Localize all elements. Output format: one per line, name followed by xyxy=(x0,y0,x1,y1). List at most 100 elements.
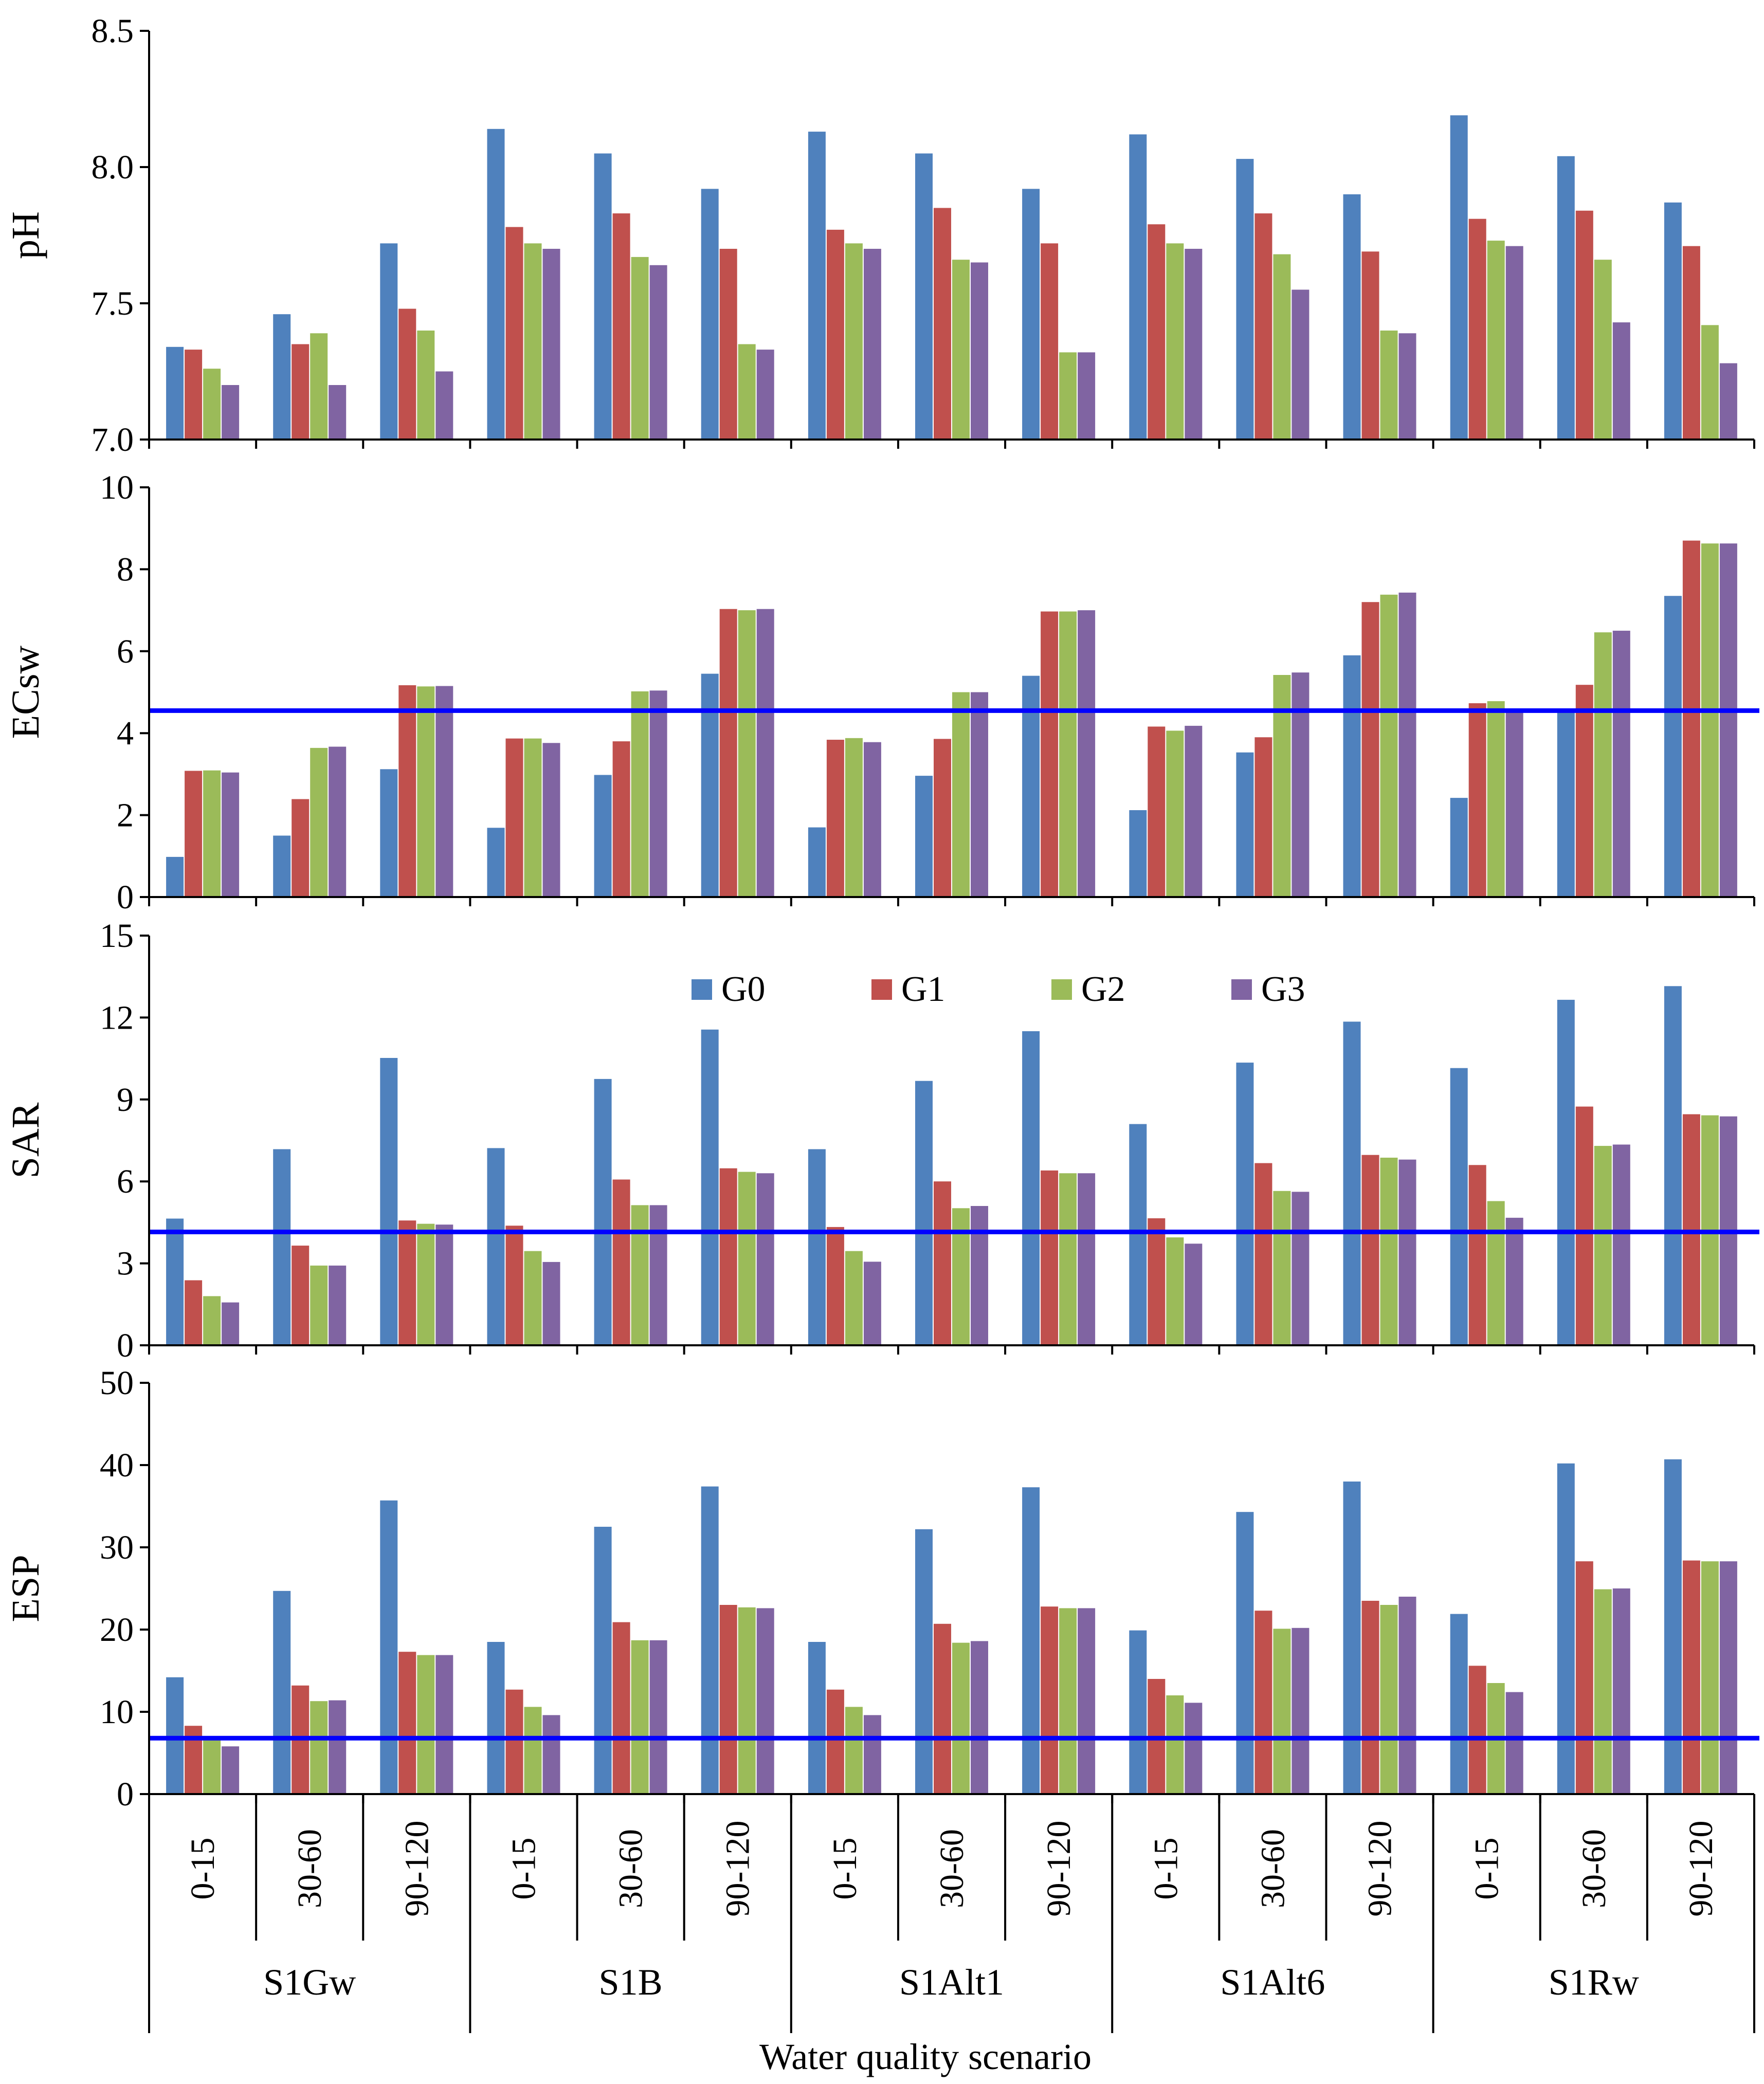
y-tick-label: 9 xyxy=(117,1081,134,1119)
bar-g2 xyxy=(1487,701,1505,897)
bar-g2 xyxy=(310,1701,328,1794)
bar-g0 xyxy=(594,1078,612,1345)
bar-g2 xyxy=(1059,1608,1077,1794)
bar-g2 xyxy=(1380,1605,1398,1794)
bar-g3 xyxy=(1292,289,1310,440)
bar-g3 xyxy=(542,1262,560,1345)
bar-g0 xyxy=(1022,189,1040,440)
bar-g2 xyxy=(952,1208,970,1345)
bar-g2 xyxy=(1166,1695,1184,1794)
bar-g2 xyxy=(738,344,756,440)
depth-label: 0-15 xyxy=(1468,1838,1506,1900)
y-tick-label: 6 xyxy=(117,633,134,670)
bar-g0 xyxy=(1450,798,1468,897)
bar-g0 xyxy=(1022,1031,1040,1345)
bar-g1 xyxy=(1575,685,1593,897)
depth-label: 0-15 xyxy=(184,1838,222,1900)
bar-g0 xyxy=(166,1218,184,1345)
bar-g1 xyxy=(719,609,737,897)
bar-g0 xyxy=(1129,1124,1147,1345)
bar-g1 xyxy=(934,1623,951,1794)
bar-g0 xyxy=(1129,134,1147,440)
bar-g0 xyxy=(915,153,933,440)
bar-g1 xyxy=(1254,1163,1272,1345)
bar-g1 xyxy=(1041,611,1059,897)
bar-g2 xyxy=(952,260,970,440)
bar-g2 xyxy=(310,1265,328,1345)
bar-g3 xyxy=(1398,1159,1416,1345)
bar-g1 xyxy=(826,229,844,440)
bar-g0 xyxy=(1664,986,1682,1345)
bar-g2 xyxy=(203,1296,221,1345)
legend-label: G1 xyxy=(901,970,945,1009)
bar-g2 xyxy=(738,1607,756,1794)
panel-ph: 7.0 7.5 8.0 8.5 pH xyxy=(4,12,1755,459)
bar-g0 xyxy=(915,1081,933,1345)
bar-g0 xyxy=(701,1486,719,1794)
bar-g3 xyxy=(435,1655,453,1794)
bar-g2 xyxy=(310,333,328,440)
bar-g0 xyxy=(1022,1487,1040,1794)
bar-g3 xyxy=(329,1700,347,1794)
bar-g1 xyxy=(292,799,310,897)
bar-g3 xyxy=(863,742,881,897)
bar-g1 xyxy=(185,1280,203,1345)
bar-g2 xyxy=(1273,254,1291,440)
bar-g0 xyxy=(1450,115,1468,440)
bar-g0 xyxy=(1557,999,1575,1345)
bar-g1 xyxy=(612,213,630,440)
bar-g3 xyxy=(649,1640,667,1794)
legend-label: G0 xyxy=(721,970,766,1009)
bar-g2 xyxy=(1701,543,1719,897)
bar-g0 xyxy=(1236,1063,1254,1345)
bar-g2 xyxy=(1701,325,1719,440)
bar-g1 xyxy=(1361,1601,1379,1794)
bar-g1 xyxy=(1468,1666,1486,1794)
bar-g3 xyxy=(1505,711,1523,897)
bar-g3 xyxy=(1185,725,1203,897)
bar-g2 xyxy=(417,1655,435,1794)
bar-g3 xyxy=(756,1173,774,1345)
y-tick-label: 4 xyxy=(117,715,134,752)
bar-g3 xyxy=(1505,246,1523,440)
bar-g0 xyxy=(1664,596,1682,897)
bar-g0 xyxy=(808,1149,826,1345)
bar-g3 xyxy=(542,249,560,440)
bar-g1 xyxy=(1254,213,1272,440)
y-tick-label: 50 xyxy=(100,1364,134,1402)
bar-g2 xyxy=(1487,1201,1505,1345)
legend-item-g0: G0 xyxy=(692,970,766,1009)
depth-label: 30-60 xyxy=(1254,1829,1292,1908)
y-tick-label: 8.5 xyxy=(92,12,134,50)
bar-g2 xyxy=(1273,1629,1291,1794)
bar-g3 xyxy=(222,1302,240,1345)
scenario-label-s1alt1: S1Alt1 xyxy=(899,1962,1004,2003)
bar-g2 xyxy=(1594,632,1612,897)
scenario-label-s1b: S1B xyxy=(599,1962,663,2003)
bar-g0 xyxy=(1557,712,1575,897)
bar-g0 xyxy=(1236,159,1254,440)
y-tick-label: 0 xyxy=(117,879,134,916)
bar-g2 xyxy=(631,691,649,897)
bar-g0 xyxy=(166,346,184,440)
bar-g1 xyxy=(826,740,844,897)
bar-g2 xyxy=(1059,611,1077,897)
bar-g0 xyxy=(1343,1482,1361,1794)
y-axis-title: pH xyxy=(4,211,47,259)
scenario-label-s1rw: S1Rw xyxy=(1549,1962,1639,2003)
bar-g2 xyxy=(1380,331,1398,440)
bar-g3 xyxy=(971,262,988,440)
bar-g1 xyxy=(398,1220,416,1345)
bar-g2 xyxy=(845,738,863,897)
bar-g1 xyxy=(1254,1611,1272,1794)
scenario-label-s1alt6: S1Alt6 xyxy=(1220,1962,1325,2003)
bar-g2 xyxy=(845,243,863,440)
bar-g1 xyxy=(1575,1561,1593,1794)
bar-g3 xyxy=(649,1205,667,1345)
bar-g3 xyxy=(1292,1628,1310,1794)
bar-g0 xyxy=(1236,752,1254,897)
bar-g1 xyxy=(1682,1560,1700,1794)
bar-g1 xyxy=(505,1689,523,1794)
bar-g0 xyxy=(1343,655,1361,897)
legend-label: G3 xyxy=(1261,970,1305,1009)
